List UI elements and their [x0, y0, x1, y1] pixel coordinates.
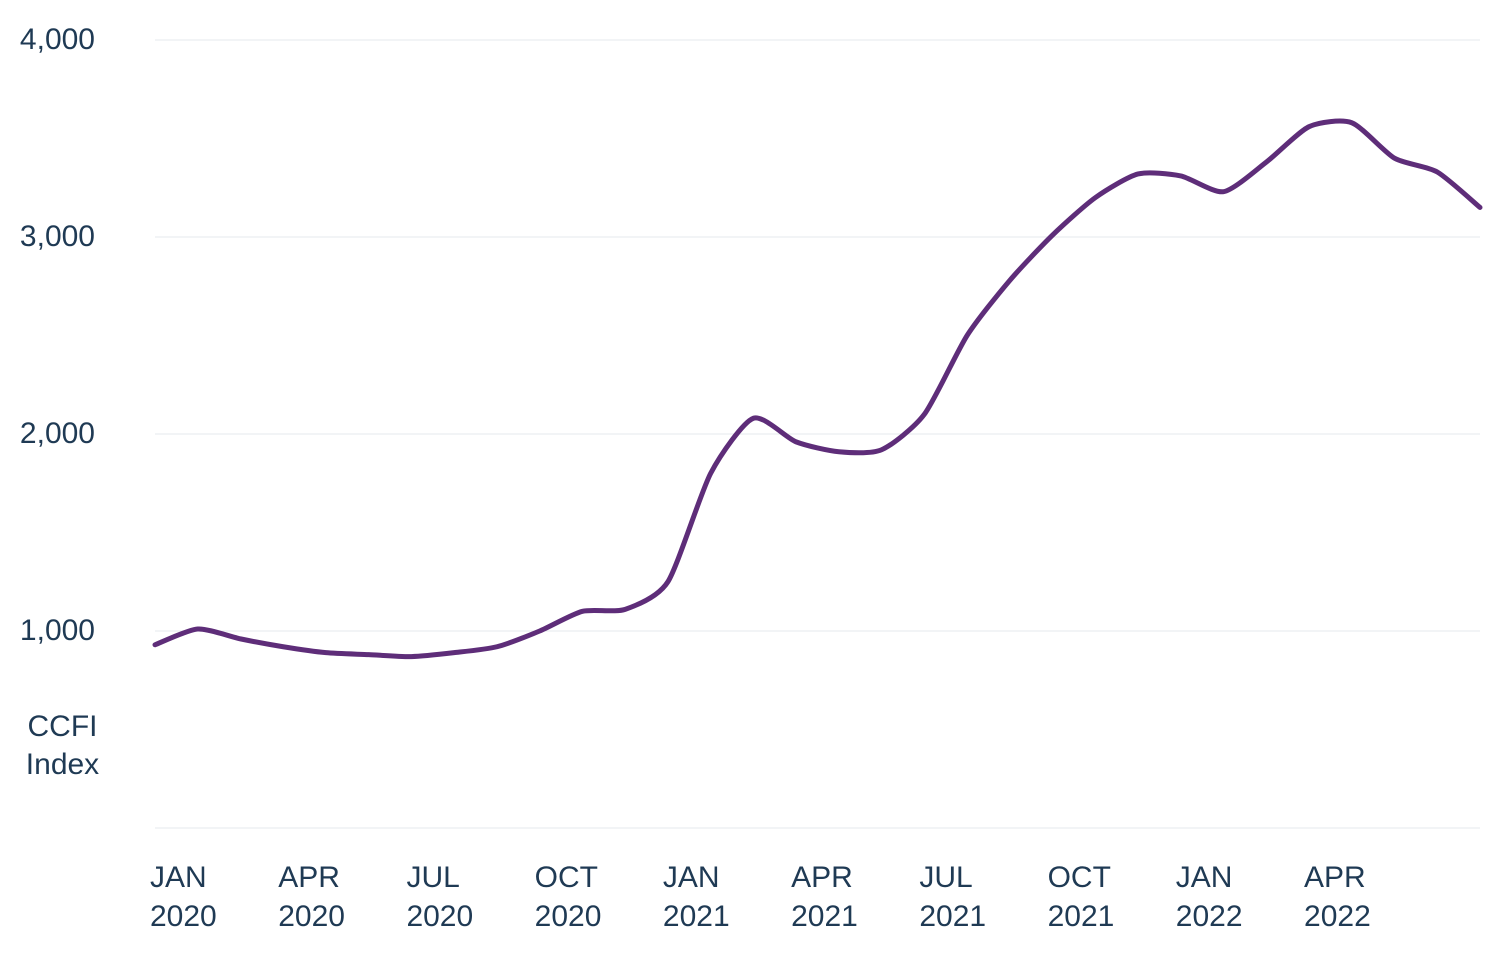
x-tick-label-line: OCT [1048, 858, 1115, 897]
x-tick-label: OCT2021 [1048, 858, 1115, 936]
y-tick-label: 3,000 [0, 220, 95, 254]
line-series [155, 121, 1480, 657]
x-tick-label: JUL2021 [919, 858, 986, 936]
x-tick-label-line: JAN [150, 858, 217, 897]
y-tick-label: 2,000 [0, 417, 95, 451]
x-tick-label: APR2022 [1304, 858, 1371, 936]
x-tick-label: JAN2022 [1176, 858, 1243, 936]
x-tick-label-line: 2021 [919, 897, 986, 936]
y-tick-label: 1,000 [0, 614, 95, 648]
x-tick-label-line: 2020 [278, 897, 345, 936]
y-axis-title-line: Index [0, 746, 125, 784]
x-tick-label-line: APR [1304, 858, 1371, 897]
x-tick-label-line: APR [278, 858, 345, 897]
x-tick-label-line: JAN [663, 858, 730, 897]
x-tick-label-line: 2022 [1304, 897, 1371, 936]
x-tick-label: APR2021 [791, 858, 858, 936]
x-tick-label-line: 2021 [663, 897, 730, 936]
x-tick-label-line: JUL [406, 858, 473, 897]
y-tick-label: 4,000 [0, 23, 95, 57]
x-tick-label-line: OCT [535, 858, 602, 897]
x-tick-label-line: JAN [1176, 858, 1243, 897]
x-tick-label-line: 2021 [791, 897, 858, 936]
chart-svg [0, 0, 1510, 979]
y-axis-title: CCFIIndex [0, 708, 125, 783]
y-axis-title-line: CCFI [0, 708, 125, 746]
ccfi-line [155, 121, 1480, 657]
x-tick-label: APR2020 [278, 858, 345, 936]
x-tick-label-line: 2022 [1176, 897, 1243, 936]
x-tick-label: JUL2020 [406, 858, 473, 936]
x-tick-label-line: APR [791, 858, 858, 897]
grid-lines [155, 40, 1480, 828]
x-tick-label-line: JUL [919, 858, 986, 897]
x-tick-label-line: 2021 [1048, 897, 1115, 936]
x-tick-label-line: 2020 [535, 897, 602, 936]
x-tick-label-line: 2020 [406, 897, 473, 936]
x-tick-label: JAN2020 [150, 858, 217, 936]
x-tick-label: OCT2020 [535, 858, 602, 936]
x-tick-label: JAN2021 [663, 858, 730, 936]
x-tick-label-line: 2020 [150, 897, 217, 936]
ccfi-line-chart: 4,0003,0002,0001,000 JAN2020APR2020JUL20… [0, 0, 1510, 979]
